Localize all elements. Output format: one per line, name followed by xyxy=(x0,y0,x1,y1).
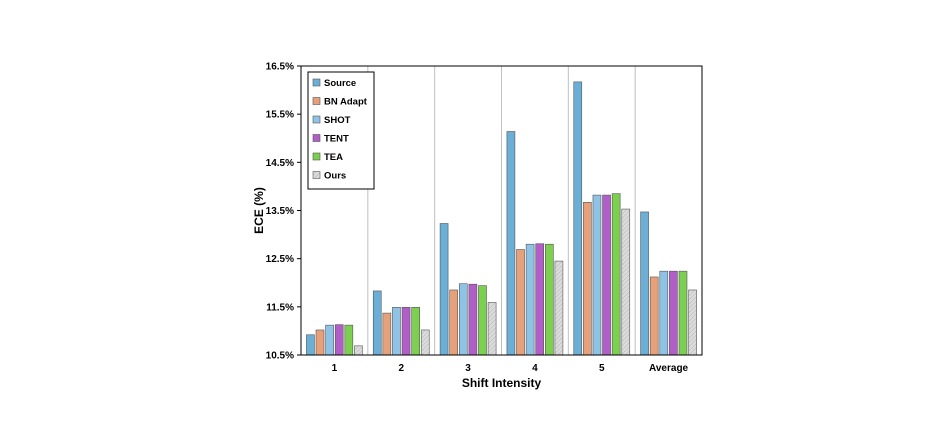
y-tick-label: 10.5% xyxy=(266,351,294,362)
x-tick-label: 2 xyxy=(398,363,404,374)
grid-lines xyxy=(367,66,636,355)
legend-swatch xyxy=(312,171,321,179)
legend-swatch xyxy=(312,152,321,161)
bar-tent-5 xyxy=(602,194,611,356)
legend-swatch xyxy=(312,97,321,105)
legend-label: SHOT xyxy=(324,115,351,126)
bar-ours-5 xyxy=(621,208,631,356)
x-tick-label: 1 xyxy=(332,363,338,374)
y-axis-label: ECE (%) xyxy=(252,187,266,234)
bar-tent-average xyxy=(669,270,678,356)
bar-tea-average xyxy=(678,270,688,356)
x-tick-label: 3 xyxy=(465,363,471,374)
legend-box xyxy=(307,71,375,190)
x-tick-labels: 1 2 3 4 5 Average xyxy=(332,363,689,374)
bar-ours-1 xyxy=(354,345,363,356)
legend-label: Source xyxy=(324,78,356,89)
bar-shot-average xyxy=(659,270,669,356)
bar-source-1 xyxy=(306,334,315,356)
legend-swatch xyxy=(312,78,321,87)
bar-source-5 xyxy=(573,81,583,356)
bar-tea-3 xyxy=(478,285,487,356)
bar-ours-3 xyxy=(487,302,497,356)
legend: Source BN Adapt SHOT TENT TEA Ours xyxy=(307,71,375,190)
bar-source-2 xyxy=(372,290,382,356)
bar-shot-4 xyxy=(525,243,535,356)
legend-label: Ours xyxy=(324,171,346,182)
bar-bn-adapt-1 xyxy=(315,329,325,356)
bar-tent-4 xyxy=(535,243,545,356)
y-tick-label: 11.5% xyxy=(266,302,294,313)
bar-tea-4 xyxy=(545,243,554,356)
bar-tea-1 xyxy=(344,324,354,356)
bar-source-average xyxy=(640,211,649,356)
bar-shot-1 xyxy=(325,324,334,356)
x-axis-label: Shift Intensity xyxy=(462,376,542,390)
y-tick-label: 13.5% xyxy=(266,206,294,217)
bar-tent-3 xyxy=(468,283,478,356)
bar-shot-2 xyxy=(392,307,401,356)
y-tick-label: 12.5% xyxy=(266,254,294,265)
legend-label: BN Adapt xyxy=(324,97,368,108)
bar-bn-adapt-average xyxy=(649,276,659,356)
bar-tea-2 xyxy=(411,307,420,356)
bar-shot-5 xyxy=(592,194,602,356)
bar-bn-adapt-2 xyxy=(382,312,392,356)
bar-ours-average xyxy=(688,289,697,356)
legend-label: TENT xyxy=(324,134,349,145)
bar-shot-3 xyxy=(458,283,468,356)
x-tick-label: 4 xyxy=(532,363,538,374)
x-tick-label: 5 xyxy=(599,363,605,374)
bar-tent-1 xyxy=(334,324,344,356)
bar-ours-2 xyxy=(420,329,430,356)
y-tick-label: 15.5% xyxy=(266,110,294,121)
bar-tent-2 xyxy=(401,307,411,356)
y-tick-labels: 10.5% 11.5% 12.5% 13.5% 14.5% 15.5% 16.5% xyxy=(266,62,301,362)
legend-swatch xyxy=(312,134,321,142)
legend-swatch xyxy=(312,115,321,124)
bar-bn-adapt-4 xyxy=(516,249,525,356)
legend-label: TEA xyxy=(324,152,343,163)
bars xyxy=(306,81,697,356)
y-tick-label: 14.5% xyxy=(266,158,294,169)
y-tick-label: 16.5% xyxy=(266,62,294,73)
bar-tea-5 xyxy=(611,193,621,356)
bar-bn-adapt-5 xyxy=(583,202,592,356)
x-tick-label: Average xyxy=(649,363,689,374)
bar-source-3 xyxy=(439,223,449,356)
bar-ours-4 xyxy=(554,260,564,356)
bar-source-4 xyxy=(506,131,516,356)
bar-bn-adapt-3 xyxy=(449,289,458,356)
